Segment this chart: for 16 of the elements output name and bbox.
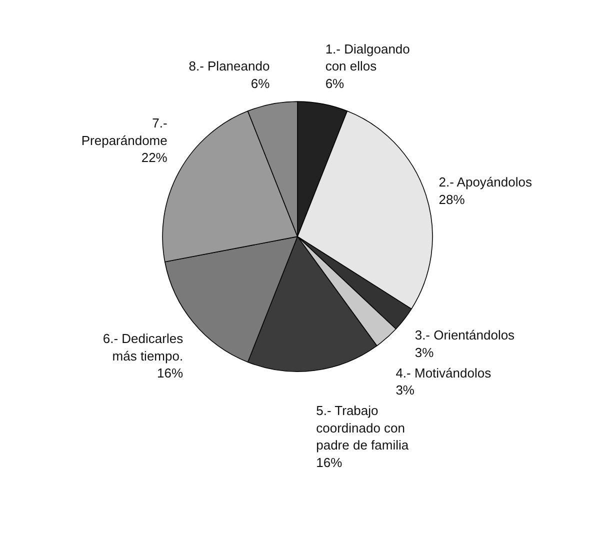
data-label: 3% <box>414 344 434 360</box>
data-label: 28% <box>438 192 466 207</box>
slice-label: 1.- Dialgoando con ellos <box>325 41 410 74</box>
slice-label: 8.- Planeando <box>188 58 270 74</box>
slice-label: 7.- Preparándome <box>81 116 168 148</box>
data-label: 22% <box>141 150 168 166</box>
slice-label: 2.- Apoyándolos <box>438 174 532 190</box>
data-label: 6% <box>250 76 270 91</box>
data-label: 3% <box>396 382 415 398</box>
slice-label: 6.- Dedicarles más tiempo. <box>102 331 184 364</box>
slice-label: 3.- Orientándolos <box>414 328 516 343</box>
data-label: 16% <box>316 454 343 470</box>
slice-label: 5.- Trabajo coordinado con padre de familia <box>316 403 410 453</box>
data-label: 16% <box>157 366 184 381</box>
data-label: 6% <box>325 76 345 91</box>
slice-label: 4.- Motivándolos <box>396 365 492 380</box>
